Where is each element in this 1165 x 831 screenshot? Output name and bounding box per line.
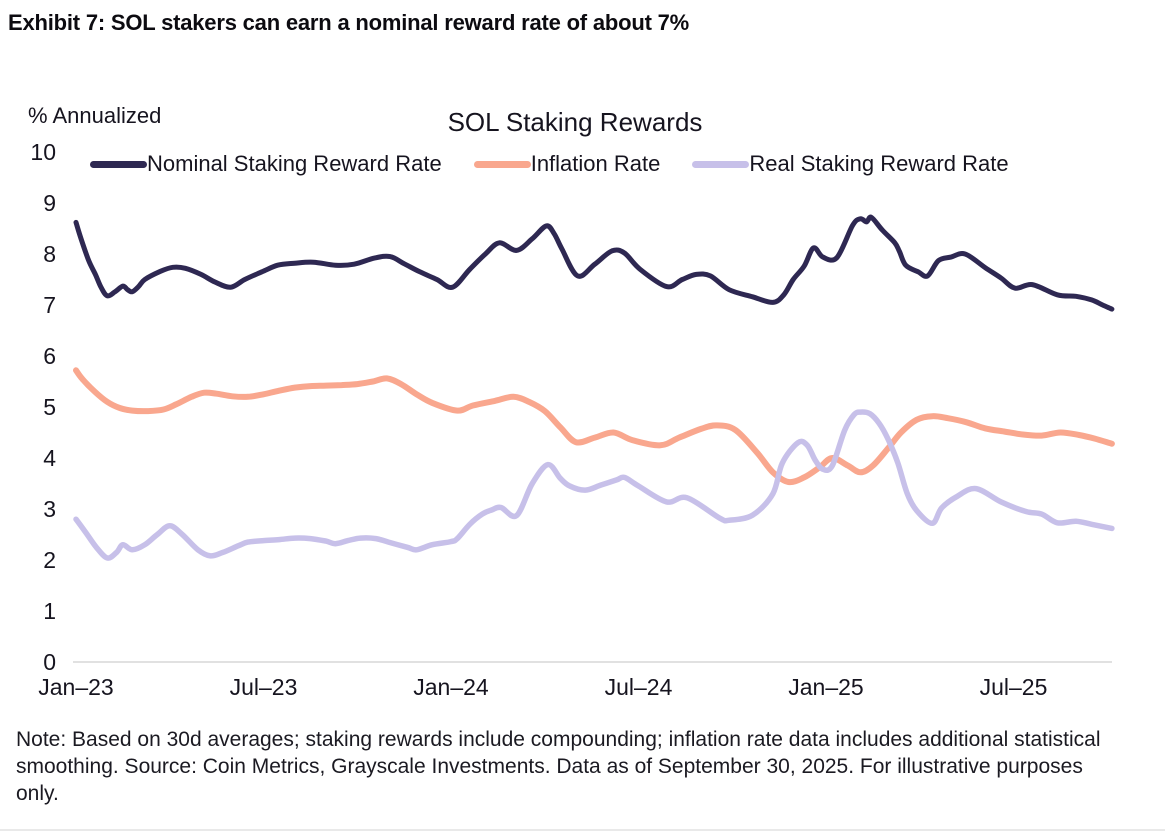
legend-item-nominal: Nominal Staking Reward Rate bbox=[90, 151, 442, 177]
source-note: Note: Based on 30d averages; staking rew… bbox=[16, 728, 1101, 805]
legend-line-nominal-swatch bbox=[90, 160, 147, 168]
series-line-2 bbox=[73, 409, 1115, 561]
legend-item-inflation: Inflation Rate bbox=[473, 151, 661, 177]
y-tick-label: 7 bbox=[43, 292, 56, 318]
y-tick-label: 10 bbox=[30, 139, 56, 165]
legend-label-inflation: Inflation Rate bbox=[530, 151, 661, 176]
legend-line-inflation-swatch bbox=[473, 160, 531, 168]
legend-line-real-swatch bbox=[692, 160, 750, 168]
y-tick-label: 8 bbox=[43, 241, 56, 267]
y-tick-label: 0 bbox=[43, 649, 56, 675]
y-tick-label: 2 bbox=[43, 547, 56, 573]
legend-label-real: Real Staking Reward Rate bbox=[749, 151, 1009, 176]
y-axis-title: % Annualized bbox=[28, 103, 162, 128]
legend-label-nominal: Nominal Staking Reward Rate bbox=[147, 151, 442, 176]
x-tick-label: Jul–23 bbox=[229, 674, 298, 700]
y-tick-label: 4 bbox=[43, 445, 56, 471]
series-line-0 bbox=[73, 214, 1115, 312]
x-tick-label: Jan–23 bbox=[38, 674, 114, 700]
exhibit-title: Exhibit 7: SOL stakers can earn a nomina… bbox=[8, 10, 690, 35]
x-tick-label: Jul–24 bbox=[604, 674, 673, 700]
chart-title: SOL Staking Rewards bbox=[447, 107, 703, 137]
y-tick-label: 5 bbox=[43, 394, 56, 420]
legend-item-real: Real Staking Reward Rate bbox=[692, 151, 1009, 177]
y-tick-label: 3 bbox=[43, 496, 56, 522]
chart-legend: Nominal Staking Reward Rate Inflation Ra… bbox=[90, 151, 1009, 177]
y-tick-label: 6 bbox=[43, 343, 56, 369]
y-tick-label: 9 bbox=[43, 190, 56, 216]
x-tick-label: Jan–24 bbox=[413, 674, 489, 700]
x-tick-label: Jan–25 bbox=[788, 674, 864, 700]
x-tick-label: Jul–25 bbox=[979, 674, 1048, 700]
y-tick-label: 1 bbox=[43, 598, 56, 624]
series-line-1 bbox=[73, 367, 1115, 486]
